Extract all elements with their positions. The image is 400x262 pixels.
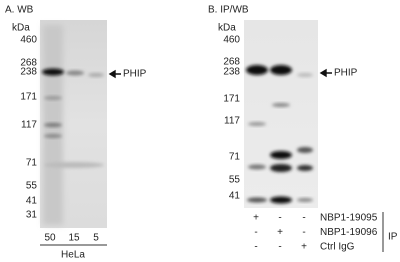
marker-label: 171 xyxy=(223,94,240,105)
sign: + xyxy=(253,213,259,224)
marker-label: 268 xyxy=(223,57,240,68)
marker-label: 171 xyxy=(20,92,37,103)
cell-line-label: HeLa xyxy=(61,250,85,261)
marker-label: 41 xyxy=(229,191,241,202)
group-label: IP xyxy=(388,232,398,243)
sign: + xyxy=(301,242,307,253)
sign: - xyxy=(302,227,305,238)
marker-label: 117 xyxy=(21,120,37,131)
unit-label: kDa xyxy=(218,23,236,34)
marker-label: 71 xyxy=(229,152,241,163)
arrow xyxy=(108,69,121,79)
unit-label: kDa xyxy=(12,23,30,34)
sign: - xyxy=(254,227,257,238)
sign: - xyxy=(278,213,281,224)
marker-label: 41 xyxy=(26,196,38,207)
sign: + xyxy=(277,227,283,238)
lane-label: 50 xyxy=(44,233,56,244)
panel-title: A. WB xyxy=(5,5,34,16)
sign: - xyxy=(302,213,305,224)
band-label: PHIP xyxy=(123,69,147,80)
marker-label: 268 xyxy=(20,58,37,69)
marker-label: 55 xyxy=(229,175,241,186)
marker-label: 238 xyxy=(20,67,37,78)
marker-label: 460 xyxy=(223,35,240,46)
marker-label: 117 xyxy=(224,116,240,127)
panel-title: B. IP/WB xyxy=(208,5,249,16)
marker-label: 71 xyxy=(26,158,38,169)
row-label: NBP1-19096 xyxy=(320,227,378,238)
sign: - xyxy=(278,242,281,253)
lane-label: 5 xyxy=(93,233,99,244)
marker-label: 55 xyxy=(26,181,38,192)
marker-label: 460 xyxy=(20,35,37,46)
blot-a xyxy=(40,20,107,228)
marker-label: 31 xyxy=(26,210,38,221)
band-label: PHIP xyxy=(334,68,358,79)
marker-label: 238 xyxy=(223,67,240,78)
blot-b xyxy=(244,20,318,208)
lane-label: 15 xyxy=(68,233,80,244)
row-label: NBP1-19095 xyxy=(320,213,378,224)
arrow xyxy=(319,68,332,78)
row-label: Ctrl IgG xyxy=(320,242,355,253)
sign: - xyxy=(254,242,257,253)
